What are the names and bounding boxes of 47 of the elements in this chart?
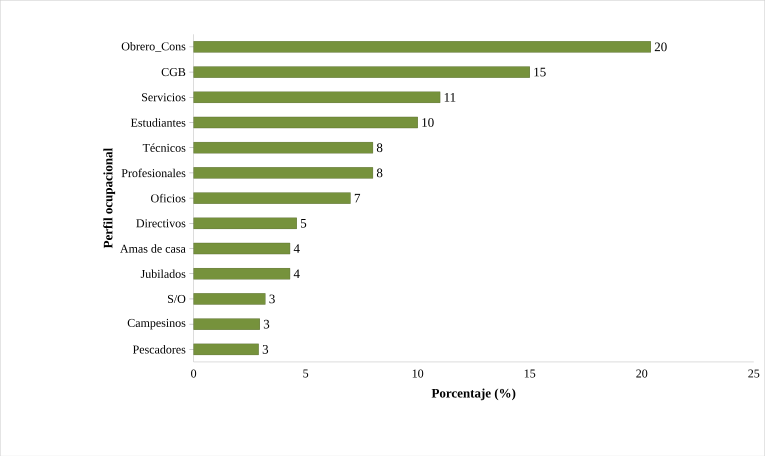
data-label: 5 bbox=[300, 218, 306, 228]
data-label: 3 bbox=[264, 320, 270, 328]
data-label: 4 bbox=[294, 244, 300, 253]
y-axis-title: Perfil ocupacional bbox=[103, 148, 116, 248]
x-tick-label: 10 bbox=[412, 369, 424, 378]
bar bbox=[193, 167, 374, 178]
data-label: 3 bbox=[262, 344, 268, 354]
data-label: 10 bbox=[422, 118, 434, 127]
x-tick-label: 0 bbox=[191, 369, 196, 378]
y-tick-label: Profesionales bbox=[122, 168, 186, 178]
y-tick-label: Servicios bbox=[142, 93, 186, 102]
data-label: 7 bbox=[354, 194, 360, 202]
data-label: 11 bbox=[444, 92, 456, 102]
x-tick-label: 5 bbox=[303, 369, 308, 378]
x-tick-label: 20 bbox=[636, 369, 648, 378]
data-label: 15 bbox=[534, 68, 546, 76]
bar bbox=[193, 293, 266, 304]
y-tick-label: Oficios bbox=[151, 194, 186, 202]
data-label: 8 bbox=[376, 168, 382, 178]
y-tick-label: S/O bbox=[168, 294, 186, 303]
y-tick-label: Obrero_Cons bbox=[122, 42, 186, 52]
y-tick-label: Estudiantes bbox=[130, 118, 186, 127]
y-tick-label: Jubilados bbox=[140, 269, 186, 278]
bar bbox=[193, 192, 351, 204]
bar bbox=[193, 343, 259, 355]
bar bbox=[193, 91, 440, 103]
bar bbox=[193, 268, 290, 280]
bar bbox=[193, 66, 530, 78]
data-label: 4 bbox=[294, 269, 300, 278]
y-tick-label: Amas de casa bbox=[120, 244, 186, 253]
bar bbox=[193, 318, 260, 330]
bar bbox=[193, 116, 418, 128]
bar bbox=[193, 40, 651, 52]
data-label: 3 bbox=[269, 294, 275, 304]
bar bbox=[193, 142, 374, 154]
x-tick-label: 25 bbox=[748, 369, 760, 378]
bar bbox=[193, 242, 290, 254]
data-label: 20 bbox=[654, 42, 667, 52]
y-tick-label: Pescadores bbox=[132, 344, 186, 354]
y-tick-label: Campesinos bbox=[128, 318, 186, 330]
y-tick-label: Directivos bbox=[136, 219, 186, 228]
x-axis-title: Porcentaje (%) bbox=[432, 388, 516, 400]
x-tick-label: 15 bbox=[524, 369, 536, 378]
y-tick-label: Técnicos bbox=[142, 143, 186, 152]
y-tick-label: CGB bbox=[162, 68, 186, 76]
bar bbox=[193, 217, 297, 229]
data-label: 8 bbox=[376, 143, 382, 152]
